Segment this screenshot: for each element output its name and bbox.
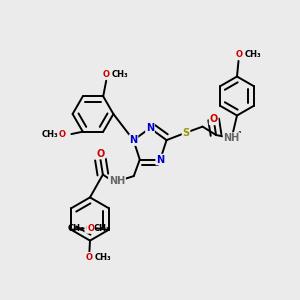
- Text: O: O: [96, 148, 105, 159]
- Text: O: O: [236, 50, 243, 59]
- Text: N: N: [156, 154, 164, 165]
- Text: CH₃: CH₃: [95, 253, 111, 262]
- Text: NH: NH: [109, 176, 125, 186]
- Text: N: N: [146, 123, 154, 133]
- Text: O: O: [85, 224, 92, 233]
- Text: N: N: [129, 135, 137, 145]
- Text: CH₃: CH₃: [244, 50, 261, 59]
- Text: O: O: [103, 70, 110, 79]
- Text: O: O: [209, 114, 218, 124]
- Text: CH₃: CH₃: [94, 224, 111, 233]
- Text: O: O: [87, 224, 94, 233]
- Text: O: O: [58, 130, 65, 139]
- Text: S: S: [182, 128, 190, 138]
- Text: CH₃: CH₃: [112, 70, 128, 79]
- Text: CH₃: CH₃: [42, 130, 59, 139]
- Text: O: O: [86, 253, 93, 262]
- Text: CH₃: CH₃: [68, 224, 85, 233]
- Text: NH: NH: [224, 133, 240, 143]
